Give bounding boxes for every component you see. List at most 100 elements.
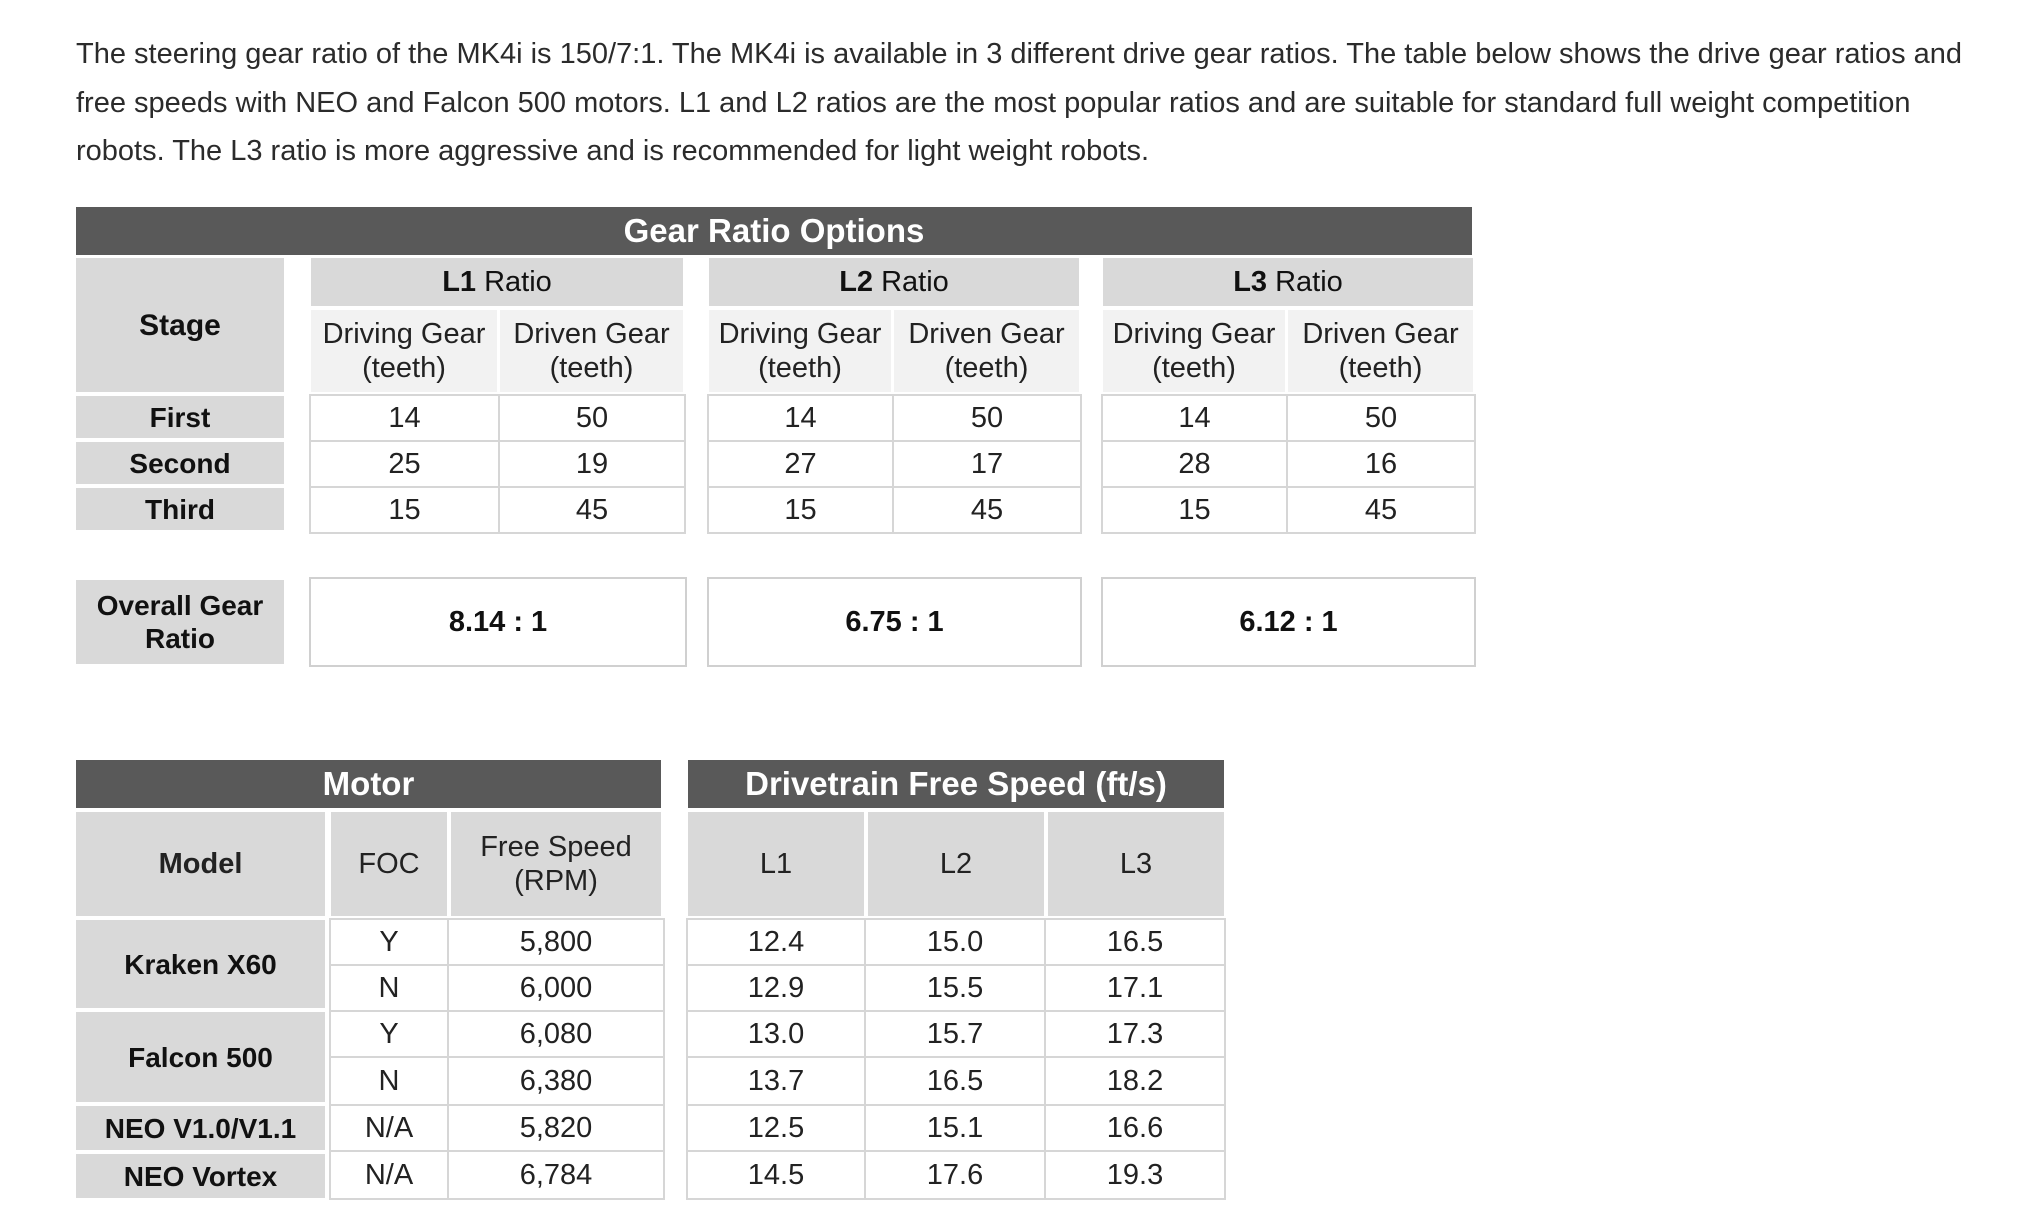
speed-header-l2: L2 [868,812,1044,916]
rpm-cell: 6,784 [447,1150,665,1200]
gear-cell: 50 [892,394,1082,442]
free-speed-line1: Free Speed [480,831,632,863]
driven-gear-header: Driven Gear (teeth) [1288,310,1473,392]
free-speed-line2: (RPM) [514,865,598,897]
teeth-label: (teeth) [549,352,634,384]
gear-cell: 17 [892,440,1082,488]
rpm-cell: 6,380 [447,1056,665,1106]
foc-header: FOC [331,812,447,916]
foc-cell: N [329,1056,449,1106]
ratio-code: L1 [442,265,477,298]
speed-header-l1: L1 [688,812,864,916]
gear-cell: 50 [498,394,686,442]
speed-cell-l1: 13.7 [686,1056,866,1106]
gear-cell: 15 [707,486,894,534]
overall-label-line2: Ratio [145,623,215,654]
ratio-header-l2: L2 Ratio [709,258,1079,306]
gear-cell: 45 [498,486,686,534]
speed-cell-l3: 17.3 [1044,1010,1226,1058]
teeth-label: (teeth) [944,352,1029,384]
speed-cell-l1: 12.5 [686,1104,866,1152]
gear-cell: 14 [309,394,500,442]
ratio-suffix: Ratio [476,265,552,298]
intro-paragraph: The steering gear ratio of the MK4i is 1… [76,38,1963,167]
stage-header: Stage [76,258,284,392]
gear-cell: 45 [892,486,1082,534]
foc-cell: N/A [329,1104,449,1152]
gear-cell: 15 [1101,486,1288,534]
ratio-header-l1: L1 Ratio [311,258,683,306]
overall-ratio-l2: 6.75 : 1 [707,577,1082,667]
teeth-label: (teeth) [1152,352,1236,384]
gear-cell: 16 [1286,440,1476,488]
teeth-label: (teeth) [758,352,842,384]
speed-cell-l1: 14.5 [686,1150,866,1200]
driving-gear-header: Driving Gear (teeth) [1103,310,1285,392]
ratio-header-l3: L3 Ratio [1103,258,1473,306]
free-speed-header: Free Speed (RPM) [451,812,661,916]
rpm-cell: 5,820 [447,1104,665,1152]
gear-table-title: Gear Ratio Options [76,207,1472,255]
driving-gear-header: Driving Gear (teeth) [709,310,891,392]
driving-gear-label: Driving Gear [1112,318,1276,350]
gear-cell: 28 [1101,440,1288,488]
overall-ratio-label: Overall Gear Ratio [76,580,284,664]
foc-cell: Y [329,1010,449,1058]
speed-cell-l1: 13.0 [686,1010,866,1058]
speed-cell-l2: 15.5 [864,964,1046,1012]
model-neo-vortex: NEO Vortex [76,1154,325,1198]
foc-cell: N [329,964,449,1012]
overall-label-line1: Overall Gear [96,590,264,621]
ratio-suffix: Ratio [1267,265,1343,298]
ratio-code: L2 [839,265,874,298]
foc-cell: Y [329,918,449,966]
speed-cell-l3: 16.6 [1044,1104,1226,1152]
speed-cell-l2: 16.5 [864,1056,1046,1106]
rpm-cell: 5,800 [447,918,665,966]
model-header: Model [76,812,325,916]
stage-label-second: Second [76,442,284,484]
speed-cell-l3: 18.2 [1044,1056,1226,1106]
speed-cell-l2: 15.1 [864,1104,1046,1152]
gear-cell: 45 [1286,486,1476,534]
gear-cell: 27 [707,440,894,488]
speed-cell-l3: 19.3 [1044,1150,1226,1200]
ratio-code: L3 [1233,265,1268,298]
stage-label-third: Third [76,488,284,530]
gear-cell: 14 [707,394,894,442]
speed-cell-l2: 15.7 [864,1010,1046,1058]
driven-gear-label: Driven Gear [908,318,1065,350]
speed-cell-l2: 17.6 [864,1150,1046,1200]
speed-cell-l3: 16.5 [1044,918,1226,966]
gear-cell: 15 [309,486,500,534]
ratio-suffix: Ratio [873,265,949,298]
driven-gear-label: Driven Gear [1302,318,1459,350]
foc-cell: N/A [329,1150,449,1200]
driven-gear-label: Driven Gear [513,318,670,350]
rpm-cell: 6,000 [447,964,665,1012]
motor-title: Motor [76,760,661,808]
gear-cell: 25 [309,440,500,488]
driven-gear-header: Driven Gear (teeth) [894,310,1079,392]
speed-header-l3: L3 [1048,812,1224,916]
model-falcon-500: Falcon 500 [76,1012,325,1102]
overall-ratio-l1: 8.14 : 1 [309,577,687,667]
model-kraken-x60: Kraken X60 [76,920,325,1008]
speed-cell-l3: 17.1 [1044,964,1226,1012]
speed-cell-l1: 12.4 [686,918,866,966]
gear-cell: 14 [1101,394,1288,442]
gear-cell: 50 [1286,394,1476,442]
model-neo-v1: NEO V1.0/V1.1 [76,1106,325,1150]
teeth-label: (teeth) [362,352,446,384]
speed-cell-l1: 12.9 [686,964,866,1012]
rpm-cell: 6,080 [447,1010,665,1058]
stage-label-first: First [76,396,284,438]
driving-gear-label: Driving Gear [718,318,882,350]
driven-gear-header: Driven Gear (teeth) [500,310,683,392]
speed-title: Drivetrain Free Speed (ft/s) [688,760,1224,808]
speed-cell-l2: 15.0 [864,918,1046,966]
overall-ratio-l3: 6.12 : 1 [1101,577,1476,667]
gear-cell: 19 [498,440,686,488]
teeth-label: (teeth) [1338,352,1423,384]
driving-gear-label: Driving Gear [322,318,486,350]
